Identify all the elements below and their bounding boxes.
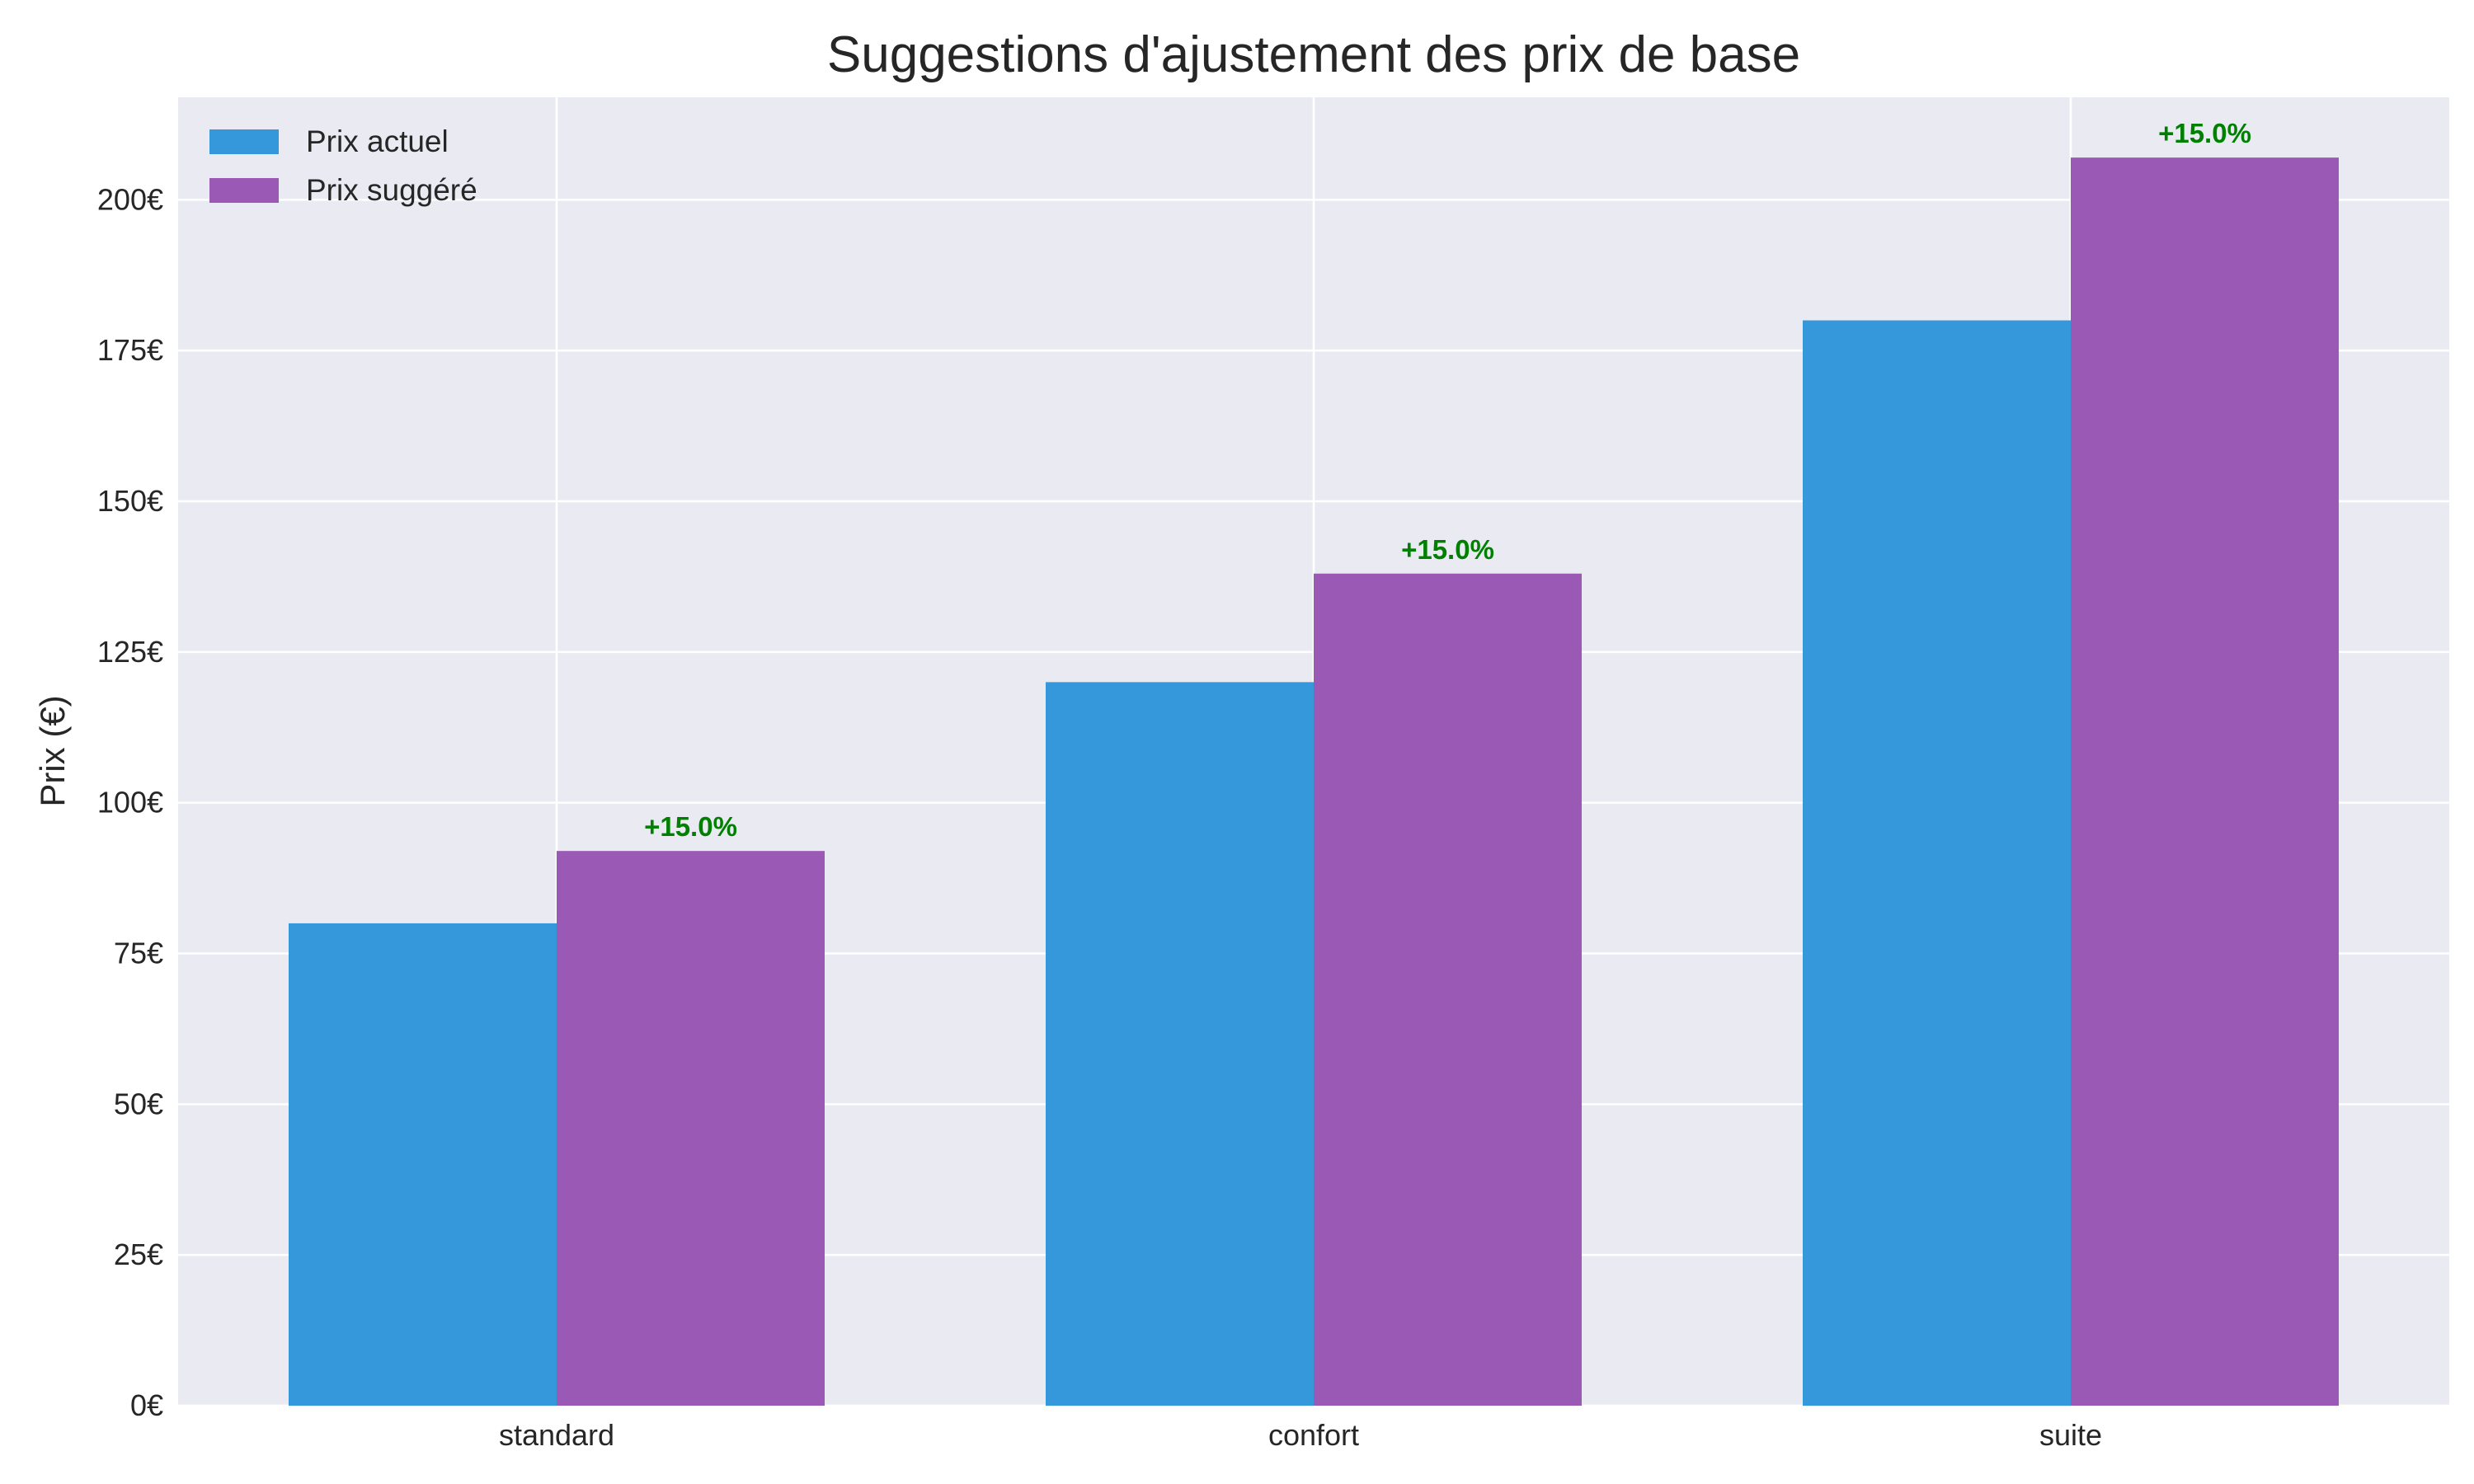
y-tick-label: 200€	[97, 182, 163, 216]
legend-swatch-suggere	[209, 178, 279, 203]
bar-suite-suggere	[2071, 157, 2339, 1406]
y-axis-label: Prix (€)	[33, 695, 72, 806]
y-tick-label: 100€	[97, 786, 163, 819]
y-axis-ticks: 0€ 25€ 50€ 75€ 100€ 125€ 150€ 175€ 200€	[97, 182, 163, 1422]
bar-annotations: +15.0% +15.0% +15.0%	[644, 118, 2251, 842]
bar-standard-suggere	[557, 851, 825, 1406]
y-tick-label: 25€	[114, 1237, 163, 1271]
y-tick-label: 125€	[97, 635, 163, 669]
legend-label-suggere: Prix suggéré	[306, 173, 477, 207]
x-axis-ticks: standard confort suite	[499, 1418, 2102, 1452]
annotation-standard: +15.0%	[644, 811, 737, 842]
x-tick-label: standard	[499, 1418, 614, 1452]
bar-suite-actuel	[1803, 320, 2071, 1406]
legend-swatch-actuel	[209, 129, 279, 154]
bar-confort-actuel	[1046, 682, 1314, 1406]
bars	[289, 157, 2339, 1406]
annotation-confort: +15.0%	[1401, 534, 1494, 565]
x-tick-label: confort	[1268, 1418, 1359, 1452]
x-tick-label: suite	[2039, 1418, 2102, 1452]
y-tick-label: 175€	[97, 333, 163, 367]
y-tick-label: 50€	[114, 1087, 163, 1120]
bar-confort-suggere	[1314, 573, 1582, 1406]
annotation-suite: +15.0%	[2158, 118, 2251, 148]
legend-label-actuel: Prix actuel	[306, 124, 449, 158]
y-tick-label: 150€	[97, 484, 163, 518]
y-tick-label: 0€	[130, 1388, 163, 1422]
y-tick-label: 75€	[114, 936, 163, 970]
legend: Prix actuel Prix suggéré	[209, 124, 477, 207]
bar-standard-actuel	[289, 923, 557, 1406]
chart-title: Suggestions d'ajustement des prix de bas…	[827, 26, 1800, 83]
